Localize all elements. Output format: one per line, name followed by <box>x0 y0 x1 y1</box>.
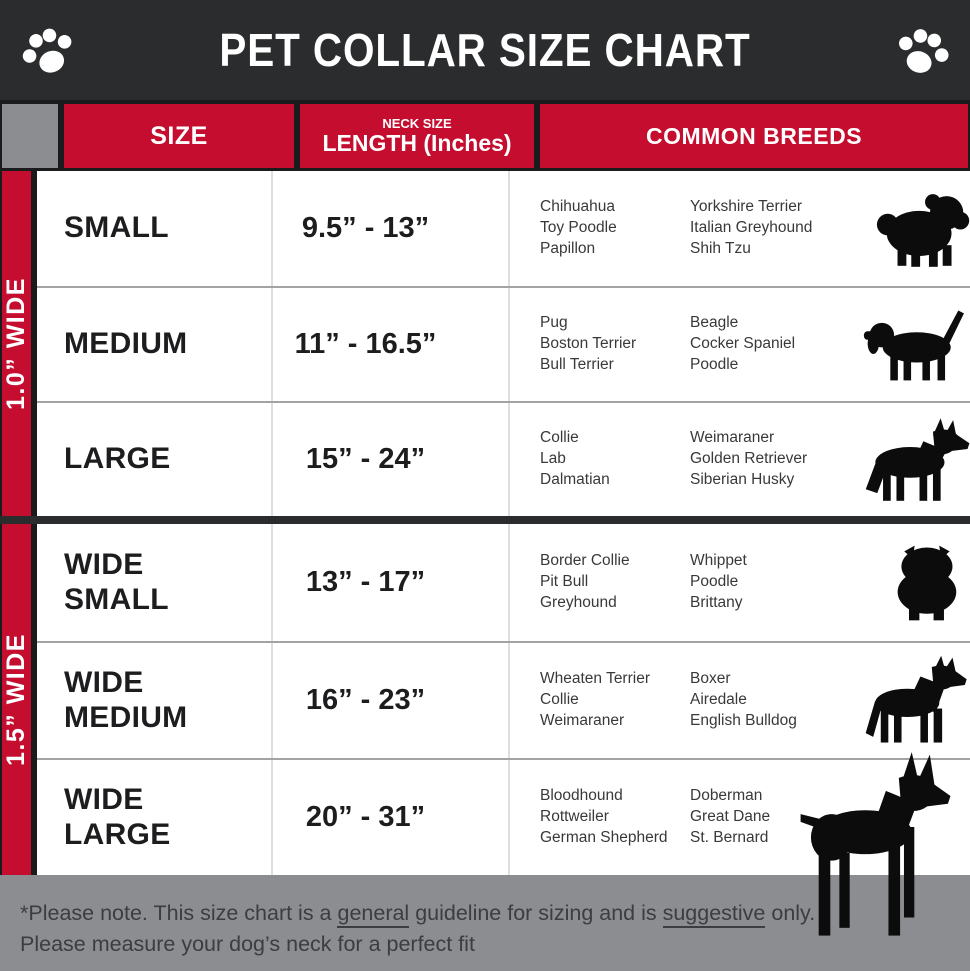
neck-range: 9.5” - 13” <box>301 212 430 244</box>
neck-size-sub-label: NECK SIZE <box>382 116 452 132</box>
page-title: PET COLLAR SIZE CHART <box>219 24 751 76</box>
breed-list: Yorkshire Terrier Italian Greyhound Shih… <box>690 198 813 257</box>
width-group-1-5: 1.5” WIDE WIDE SMALL 13” - 17” Border Co… <box>0 524 970 875</box>
width-group-1-0: 1.0” WIDE SMALL 9.5” - 13” Chihuahua Toy… <box>0 171 970 516</box>
length-cell: 13” - 17” <box>271 524 510 641</box>
german-shepherd-silhouette-icon <box>860 414 970 506</box>
group-width-label: 1.0” WIDE <box>2 277 30 410</box>
length-cell: 11” - 16.5” <box>271 288 510 401</box>
size-cell: MEDIUM <box>37 288 271 401</box>
table-row: WIDE MEDIUM 16” - 23” Wheaten Terrier Co… <box>37 641 970 758</box>
size-name: SMALL <box>64 211 169 245</box>
underlined-word: general <box>337 901 410 928</box>
breed-list: Doberman Great Dane St. Bernard <box>690 787 771 846</box>
bulldog-silhouette-icon <box>860 541 970 625</box>
length-cell: 16” - 23” <box>271 643 510 758</box>
breed-list: Pug Boston Terrier Bull Terrier <box>540 314 637 373</box>
length-cell: 20” - 31” <box>271 760 510 875</box>
column-header-size: SIZE <box>64 104 294 168</box>
breed-list: Bloodhound Rottweiler German Shepherd <box>540 787 668 846</box>
title-bar: PET COLLAR SIZE CHART <box>0 0 970 100</box>
neck-range: 20” - 31” <box>305 801 426 833</box>
table-row: LARGE 15” - 24” Collie Lab Dalmatian Wei… <box>37 401 970 516</box>
group-divider <box>0 516 970 524</box>
length-cell: 9.5” - 13” <box>271 171 510 286</box>
size-name: WIDE SMALL <box>64 548 169 616</box>
paw-print-icon <box>884 11 962 89</box>
breed-list: Beagle Cocker Spaniel Poodle <box>690 314 796 373</box>
breed-list: Boxer Airedale English Bulldog <box>690 670 797 729</box>
breed-list: Chihuahua Toy Poodle Papillon <box>540 198 617 257</box>
breed-list: Collie Lab Dalmatian <box>540 429 610 488</box>
breed-list: Whippet Poodle Brittany <box>690 552 747 611</box>
breeds-cell: Wheaten Terrier Collie Weimaraner Boxer … <box>510 643 970 758</box>
neck-range: 15” - 24” <box>305 443 426 475</box>
table-row: WIDE LARGE 20” - 31” Bloodhound Rottweil… <box>37 758 970 875</box>
column-header-common-breeds: COMMON BREEDS <box>540 104 968 168</box>
size-name: WIDE MEDIUM <box>64 666 188 734</box>
group-width-label: 1.5” WIDE <box>2 633 30 766</box>
size-name: WIDE LARGE <box>64 783 171 851</box>
length-cell: 15” - 24” <box>271 403 510 516</box>
group-side-bar: 1.0” WIDE <box>2 171 31 516</box>
size-cell: LARGE <box>37 403 271 516</box>
footer-note-line2: Please measure your dog’s neck for a per… <box>20 932 475 957</box>
underlined-word: suggestive <box>662 901 766 928</box>
table-row: WIDE SMALL 13” - 17” Border Collie Pit B… <box>37 524 970 641</box>
shih-tzu-silhouette-icon <box>860 187 970 271</box>
header-corner-spacer <box>2 104 58 168</box>
table-row: MEDIUM 11” - 16.5” Pug Boston Terrier Bu… <box>37 286 970 401</box>
table-header-row: SIZE NECK SIZE LENGTH (Inches) COMMON BR… <box>0 104 970 168</box>
column-header-neck-size: NECK SIZE LENGTH (Inches) <box>300 104 534 168</box>
group-rows: SMALL 9.5” - 13” Chihuahua Toy Poodle Pa… <box>37 171 970 516</box>
breed-list: Weimaraner Golden Retriever Siberian Hus… <box>690 429 808 488</box>
breeds-cell: Pug Boston Terrier Bull Terrier Beagle C… <box>510 288 970 401</box>
pit-bull-silhouette-icon <box>860 653 970 749</box>
size-cell: WIDE SMALL <box>37 524 271 641</box>
group-side-bar: 1.5” WIDE <box>2 524 31 875</box>
doberman-silhouette-icon <box>798 752 966 946</box>
breed-list: Border Collie Pit Bull Greyhound <box>540 552 630 611</box>
size-cell: WIDE LARGE <box>37 760 271 875</box>
breeds-cell: Bloodhound Rottweiler German Shepherd Do… <box>510 760 970 875</box>
breed-list: Wheaten Terrier Collie Weimaraner <box>540 670 650 729</box>
group-rows: WIDE SMALL 13” - 17” Border Collie Pit B… <box>37 524 970 875</box>
length-inches-label: LENGTH (Inches) <box>322 129 512 156</box>
neck-range: 16” - 23” <box>305 684 426 716</box>
size-name: LARGE <box>64 442 171 476</box>
paw-print-icon <box>7 10 88 91</box>
table-row: SMALL 9.5” - 13” Chihuahua Toy Poodle Pa… <box>37 171 970 286</box>
size-cell: WIDE MEDIUM <box>37 643 271 758</box>
neck-range: 11” - 16.5” <box>294 328 437 360</box>
footer-note: *Please note. This size chart is a gener… <box>0 875 970 971</box>
breeds-cell: Border Collie Pit Bull Greyhound Whippet… <box>510 524 970 641</box>
size-cell: SMALL <box>37 171 271 286</box>
breeds-cell: Collie Lab Dalmatian Weimaraner Golden R… <box>510 403 970 516</box>
beagle-silhouette-icon <box>860 304 970 386</box>
neck-range: 13” - 17” <box>305 566 426 598</box>
breeds-cell: Chihuahua Toy Poodle Papillon Yorkshire … <box>510 171 970 286</box>
size-name: MEDIUM <box>64 327 188 361</box>
footer-note-line1: *Please note. This size chart is a gener… <box>20 898 970 929</box>
table-body: 1.0” WIDE SMALL 9.5” - 13” Chihuahua Toy… <box>0 171 970 875</box>
